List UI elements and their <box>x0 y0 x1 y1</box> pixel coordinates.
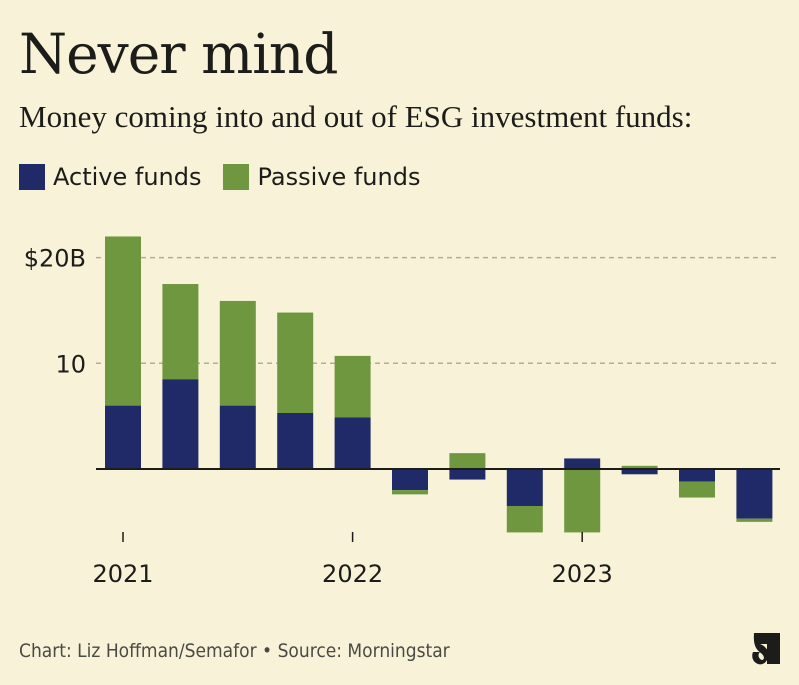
y-axis-labels: $20B 10 <box>24 245 86 379</box>
x-tick-label: 2023 <box>552 560 613 588</box>
bar-active <box>219 405 256 469</box>
bar-passive <box>449 453 486 469</box>
bar-active <box>449 469 486 480</box>
semafor-logo-icon <box>752 633 780 665</box>
bar-passive <box>277 312 314 413</box>
bar-passive <box>219 300 256 406</box>
bar-passive <box>736 518 773 522</box>
source-credit: Chart: Liz Hoffman/Semafor • Source: Mor… <box>19 640 450 662</box>
chart-subtitle: Money coming into and out of ESG investm… <box>19 99 693 134</box>
gridlines <box>96 256 778 365</box>
bar-passive <box>334 355 371 418</box>
bar-active <box>564 458 601 469</box>
bar-passive <box>392 490 428 495</box>
bar-passive <box>105 236 141 406</box>
chart-title: Never mind <box>19 22 338 86</box>
bar-active <box>392 469 428 491</box>
y-tick-label: $20B <box>24 245 86 273</box>
bar-active <box>506 469 543 506</box>
y-tick-label: 10 <box>55 350 86 378</box>
x-tick-label: 2022 <box>322 560 383 588</box>
bar-passive <box>679 481 715 498</box>
legend-label-active: Active funds <box>53 163 202 191</box>
bar-active <box>277 412 314 469</box>
legend-label-passive: Passive funds <box>257 163 421 191</box>
bar-active <box>105 405 141 469</box>
bar-active <box>679 469 715 482</box>
legend-item-passive: Passive funds <box>223 163 420 191</box>
bar-passive <box>506 505 543 533</box>
bar-active <box>621 469 658 475</box>
legend-item-active: Active funds <box>19 163 201 191</box>
bar-passive <box>564 469 601 533</box>
bar-passive <box>621 465 658 469</box>
bars <box>105 236 773 533</box>
x-axis: 2021 2022 2023 <box>92 532 613 588</box>
x-tick-label: 2021 <box>92 560 153 588</box>
legend-swatch-active <box>19 164 45 190</box>
bar-active <box>736 469 773 519</box>
bar-chart: $20B 10 2021 2022 2023 <box>24 236 780 588</box>
legend: Active funds Passive funds <box>19 163 442 191</box>
bar-active <box>334 417 371 469</box>
bar-passive <box>162 284 199 380</box>
legend-swatch-passive <box>223 164 250 190</box>
bar-active <box>162 379 199 469</box>
